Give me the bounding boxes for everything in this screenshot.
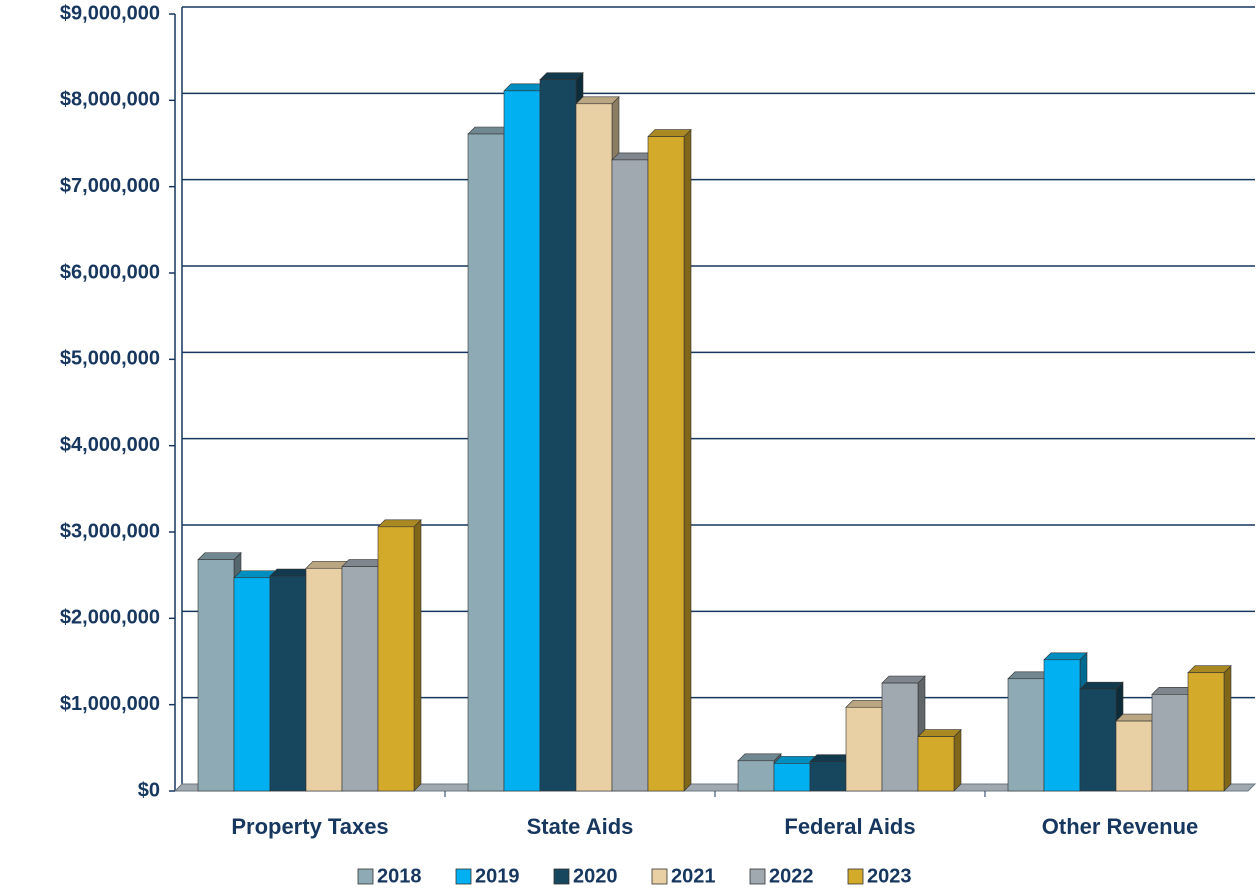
bar-side <box>953 728 962 792</box>
bar-top <box>1079 681 1124 690</box>
bar-top <box>881 675 926 684</box>
bar-top <box>197 552 242 560</box>
bar-side <box>1223 664 1232 792</box>
legend-swatch <box>553 868 570 885</box>
bar <box>1007 678 1045 792</box>
bar-side <box>683 128 692 792</box>
x-tick-label: State Aids <box>527 814 634 839</box>
y-tick-label: $2,000,000 <box>60 607 160 629</box>
bar <box>881 682 919 792</box>
bar-side <box>413 519 422 792</box>
bar <box>269 575 307 792</box>
legend-label: 2018 <box>377 865 422 887</box>
legend-label: 2019 <box>475 865 520 887</box>
y-tick-label: $6,000,000 <box>60 261 160 283</box>
y-tick-label: $3,000,000 <box>60 520 160 542</box>
bar <box>917 736 955 792</box>
y-tick-label: $5,000,000 <box>60 348 160 370</box>
legend-label: 2022 <box>769 865 814 887</box>
bar <box>1079 688 1117 792</box>
legend-swatch <box>357 868 374 885</box>
y-tick-label: $9,000,000 <box>60 2 160 24</box>
bar <box>773 763 811 792</box>
bar <box>737 760 775 792</box>
bar <box>197 559 235 792</box>
bar <box>377 526 415 792</box>
bar <box>1151 694 1189 792</box>
bar <box>575 103 613 792</box>
bar-top <box>737 753 782 762</box>
bar <box>1115 720 1153 792</box>
legend-label: 2023 <box>867 865 912 887</box>
legend-label: 2021 <box>671 865 716 887</box>
bar <box>305 567 343 792</box>
bar-top <box>377 519 422 528</box>
x-tick-label: Property Taxes <box>231 814 388 839</box>
bar <box>341 566 379 792</box>
bar-top <box>575 96 620 105</box>
bar <box>467 133 505 792</box>
bar-top <box>917 729 962 737</box>
bar-top <box>1187 665 1232 674</box>
bar <box>233 577 271 792</box>
bar-top <box>539 72 584 80</box>
legend-swatch <box>847 868 864 885</box>
y-tick-label: $8,000,000 <box>60 89 160 111</box>
legend-label: 2020 <box>573 865 618 887</box>
y-tick-label: $0 <box>138 779 160 801</box>
x-tick-label: Other Revenue <box>1042 814 1199 839</box>
y-tick-label: $1,000,000 <box>60 693 160 715</box>
legend-swatch <box>749 868 766 885</box>
bar <box>539 79 577 792</box>
y-tick-label: $7,000,000 <box>60 175 160 197</box>
bar <box>845 706 883 792</box>
bar <box>1187 672 1225 792</box>
bar-top <box>1043 652 1088 661</box>
bar <box>611 159 649 792</box>
bar <box>1043 659 1081 792</box>
legend-swatch <box>455 868 472 885</box>
bar-top <box>647 129 692 137</box>
legend-swatch <box>651 868 668 885</box>
y-tick-label: $4,000,000 <box>60 434 160 456</box>
bar <box>647 136 685 792</box>
bar <box>503 90 541 792</box>
x-tick-label: Federal Aids <box>784 814 915 839</box>
bar <box>809 761 847 792</box>
